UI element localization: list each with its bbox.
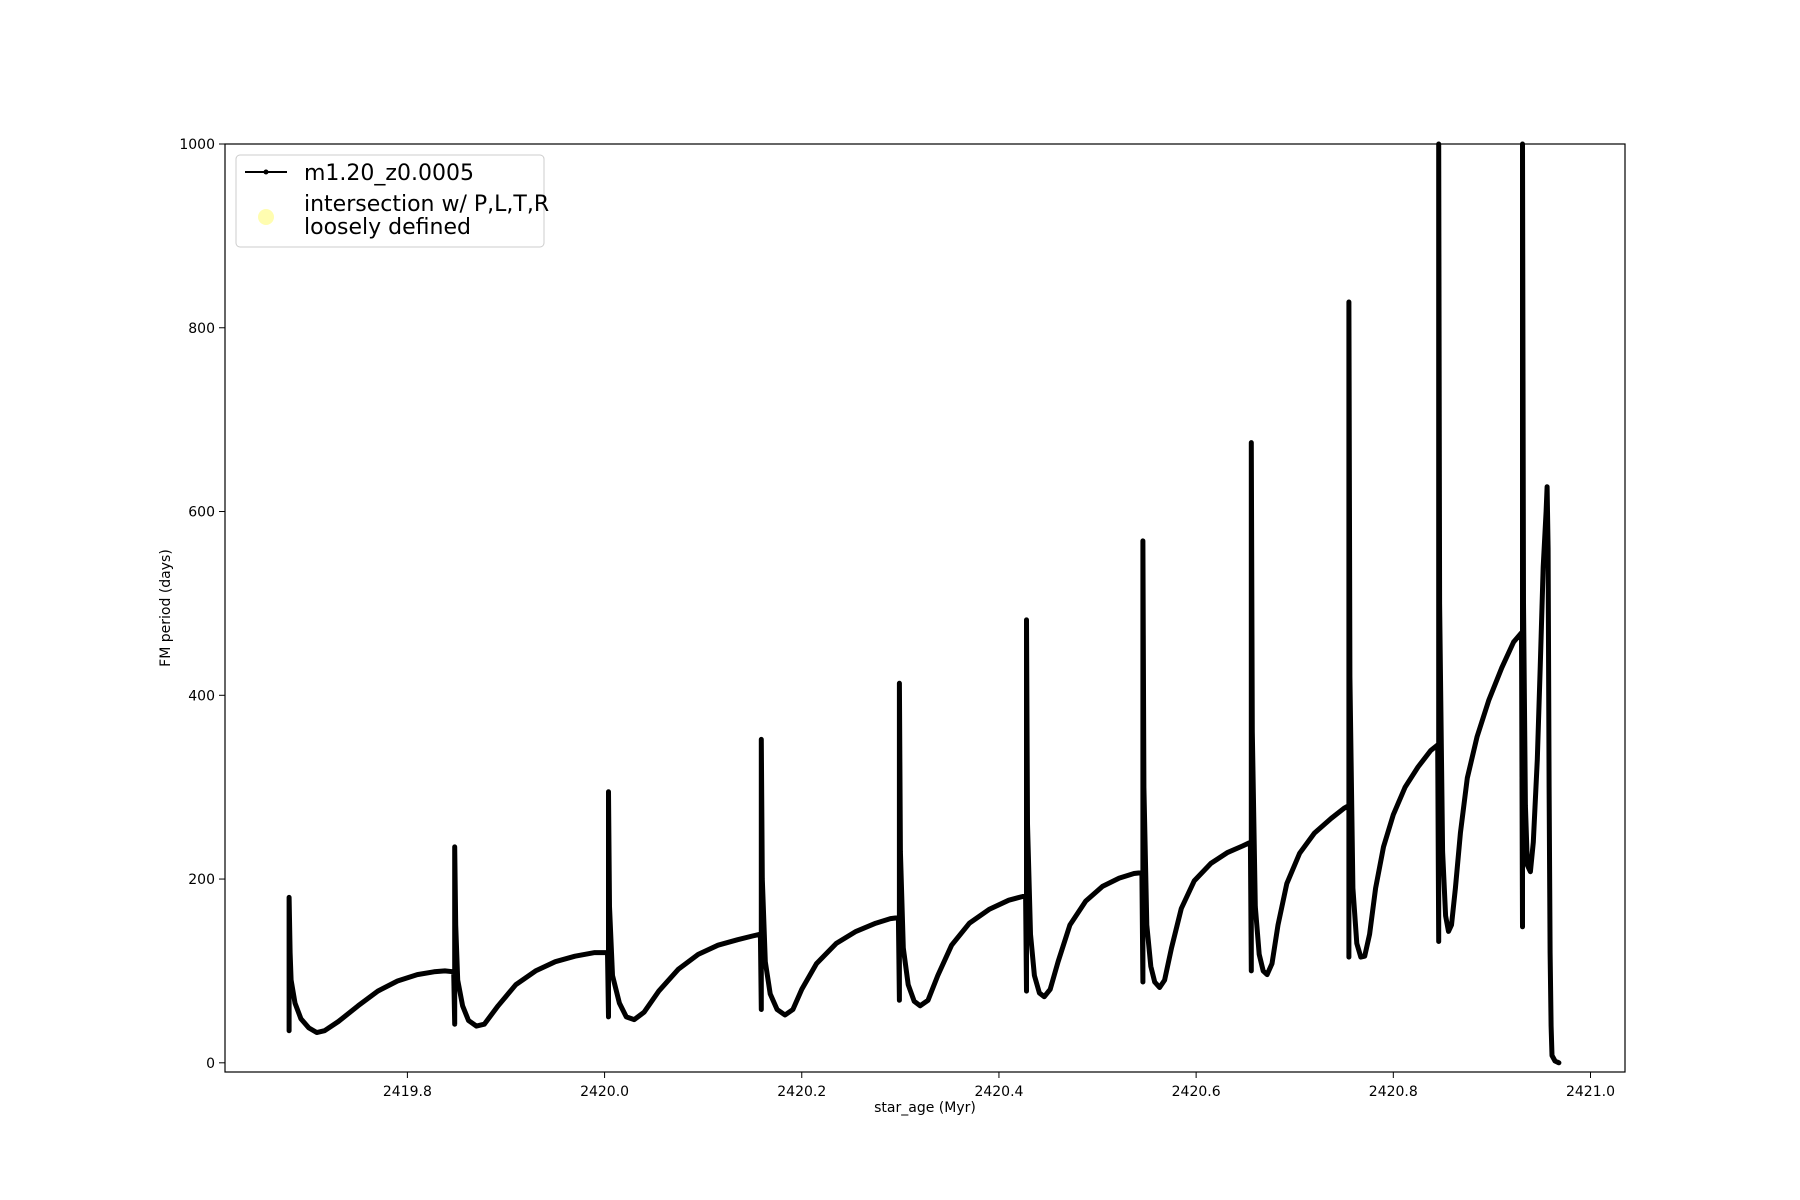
y-tick-label: 400 (188, 688, 215, 704)
x-axis-title: star_age (Myr) (874, 1100, 976, 1116)
plot-background (225, 144, 1625, 1072)
y-tick-label: 600 (188, 505, 215, 521)
x-tick-label: 2420.2 (777, 1084, 826, 1100)
x-tick-label: 2419.8 (383, 1084, 432, 1100)
y-tick-label: 800 (188, 321, 215, 337)
y-tick-label: 1000 (179, 137, 215, 153)
x-tick-label: 2421.0 (1566, 1084, 1615, 1100)
legend-entry-series: m1.20_z0.0005 (304, 161, 474, 186)
y-axis-title: FM period (days) (158, 549, 174, 667)
legend: m1.20_z0.0005 intersection w/ P,L,T,R lo… (235, 154, 549, 248)
y-tick-label: 200 (188, 872, 215, 888)
legend-intersection-marker (258, 209, 274, 225)
x-axis-ticks: 2419.8 2420.0 2420.2 2420.4 2420.6 2420.8 2421… (383, 1072, 1615, 1100)
legend-entry-intersection: intersection w/ P,L,T,R (304, 192, 549, 217)
plot-frame (224, 143, 1626, 1073)
legend-line-dot (263, 169, 269, 175)
x-tick-label: 2420.8 (1369, 1084, 1418, 1100)
y-axis-ticks: 0 200 400 600 800 1000 (179, 137, 225, 1072)
x-tick-label: 2420.4 (974, 1084, 1023, 1100)
legend-entry-intersection-line2: loosely defined (304, 215, 471, 240)
legend-box (235, 154, 545, 248)
x-tick-label: 2420.0 (580, 1084, 629, 1100)
x-tick-label: 2420.6 (1172, 1084, 1221, 1100)
series-line (286, 141, 1562, 1066)
y-tick-label: 0 (206, 1056, 215, 1072)
